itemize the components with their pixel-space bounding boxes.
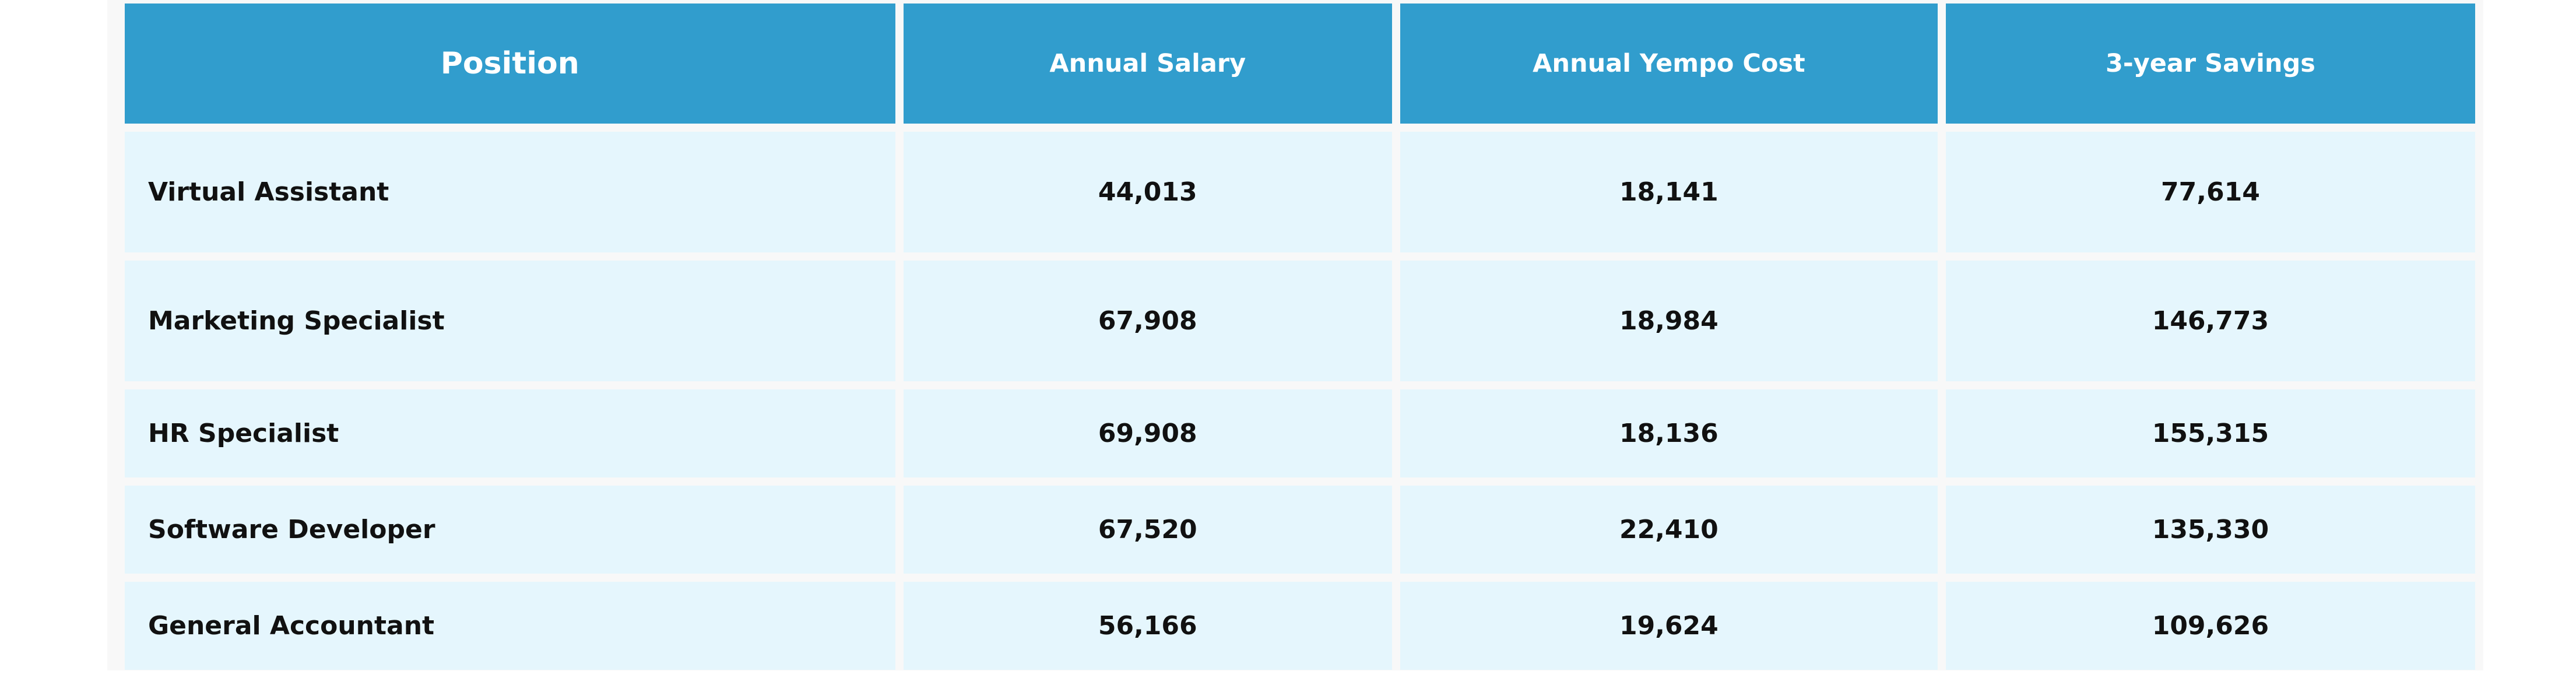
header-annual-salary: Annual Salary [903,3,1392,124]
cell-annual-yempo-cost: 18,136 [1400,389,1938,477]
cell-position: Virtual Assistant [125,132,895,252]
cell-3-year-savings: 155,315 [1945,389,2475,477]
cell-annual-salary: 67,520 [903,486,1392,574]
cell-annual-yempo-cost: 18,984 [1400,261,1938,381]
header-3-year-savings: 3-year Savings [1945,3,2475,124]
header-position: Position [125,3,895,124]
cell-annual-salary: 56,166 [903,582,1392,670]
cell-3-year-savings: 109,626 [1945,582,2475,670]
cell-position: General Accountant [125,582,895,670]
table-row: Software Developer 67,520 22,410 135,330 [125,486,2475,574]
cell-annual-salary: 44,013 [903,132,1392,252]
cell-position: HR Specialist [125,389,895,477]
table-row: Virtual Assistant 44,013 18,141 77,614 [125,132,2475,252]
cell-3-year-savings: 77,614 [1945,132,2475,252]
cost-comparison-table: Position Annual Salary Annual Yempo Cost… [117,0,2483,678]
cell-annual-salary: 67,908 [903,261,1392,381]
cell-annual-yempo-cost: 22,410 [1400,486,1938,574]
cell-annual-salary: 69,908 [903,389,1392,477]
cell-position: Marketing Specialist [125,261,895,381]
table-header-row: Position Annual Salary Annual Yempo Cost… [125,3,2475,124]
cost-comparison-table-container: Position Annual Salary Annual Yempo Cost… [107,0,2483,670]
cell-annual-yempo-cost: 19,624 [1400,582,1938,670]
cell-annual-yempo-cost: 18,141 [1400,132,1938,252]
table-row: HR Specialist 69,908 18,136 155,315 [125,389,2475,477]
cell-3-year-savings: 135,330 [1945,486,2475,574]
table-row: Marketing Specialist 67,908 18,984 146,7… [125,261,2475,381]
header-annual-yempo-cost: Annual Yempo Cost [1400,3,1938,124]
cell-position: Software Developer [125,486,895,574]
table-row: General Accountant 56,166 19,624 109,626 [125,582,2475,670]
cell-3-year-savings: 146,773 [1945,261,2475,381]
